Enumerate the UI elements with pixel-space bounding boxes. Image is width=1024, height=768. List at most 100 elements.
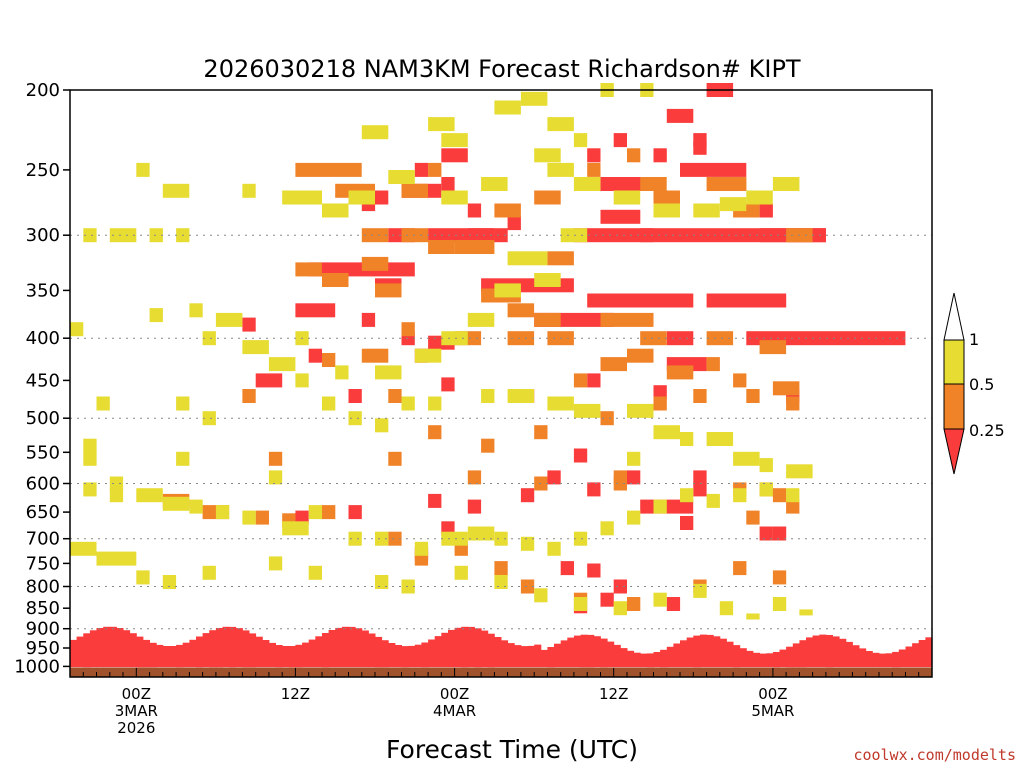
heatmap-cell-orange	[666, 365, 694, 380]
heatmap-cell-red	[693, 635, 701, 668]
heatmap-cell-yellow	[441, 331, 468, 346]
heatmap-cell-red	[587, 482, 601, 497]
heatmap-cell-yellow	[613, 190, 641, 205]
heatmap-cell-red	[680, 162, 747, 177]
color-legend: 1 0.5 0.25	[943, 292, 1005, 475]
heatmap-cell-red	[613, 579, 627, 594]
heatmap-cell-red	[295, 510, 309, 525]
heatmap-cell-red	[222, 626, 230, 668]
legend-swatch-white	[943, 292, 965, 341]
heatmap-cell-orange	[322, 273, 349, 287]
heatmap-cell-red	[348, 626, 356, 668]
heatmap-cell-yellow	[759, 482, 773, 497]
heatmap-cell-yellow	[573, 177, 601, 191]
heatmap-cell-red	[806, 637, 814, 668]
heatmap-cell-orange	[772, 570, 787, 585]
heatmap-cell-yellow	[96, 396, 110, 411]
heatmap-cell-red	[235, 628, 243, 668]
heatmap-cell-yellow	[348, 190, 375, 205]
heatmap-cell-orange	[507, 303, 535, 318]
heatmap-cell-red	[328, 630, 336, 668]
heatmap-cell-yellow	[507, 251, 548, 266]
heatmap-cell-orange	[547, 251, 574, 266]
heatmap-cell-yellow	[83, 228, 97, 243]
heatmap-cell-red	[467, 203, 482, 218]
heatmap-cell-orange	[534, 190, 561, 205]
y-tick-label: 200	[26, 80, 60, 101]
heatmap-cell-orange	[388, 389, 402, 403]
heatmap-cell-red	[726, 641, 734, 668]
heatmap-cell-orange	[428, 425, 442, 440]
heatmap-cell-red	[288, 646, 296, 668]
heatmap-cell-yellow	[534, 148, 561, 163]
legend-swatch-orange	[943, 383, 965, 430]
heatmap-cell-yellow	[202, 411, 216, 426]
heatmap-cell-yellow	[149, 228, 163, 243]
heatmap-cell-red	[149, 642, 157, 668]
heatmap-cell-red	[925, 637, 933, 668]
y-tick-label: 900	[26, 619, 60, 640]
heatmap-cell-yellow	[388, 170, 415, 184]
y-tick-label: 300	[26, 225, 60, 246]
heatmap-cell-yellow	[507, 389, 535, 403]
heatmap-cell-yellow	[481, 177, 508, 191]
heatmap-cell-yellow	[481, 389, 495, 403]
heatmap-cell-red	[302, 642, 310, 668]
heatmap-cell-red	[587, 293, 694, 308]
heatmap-cell-red	[196, 636, 204, 668]
heatmap-cell-red	[83, 633, 91, 668]
heatmap-cell-yellow	[109, 476, 124, 491]
heatmap-cell-yellow	[322, 203, 349, 218]
heatmap-cell-orange	[322, 505, 336, 520]
heatmap-cell-red	[142, 639, 150, 668]
heatmap-cell-red	[428, 639, 436, 668]
heatmap-cell-yellow	[335, 365, 349, 380]
heatmap-cell-red	[428, 493, 442, 508]
y-tick-label: 500	[26, 408, 60, 429]
heatmap-cell-yellow	[189, 499, 203, 514]
heatmap-cell-yellow	[653, 425, 680, 440]
heatmap-cell-red	[547, 470, 561, 485]
heatmap-cell-red	[448, 629, 456, 668]
heatmap-cell-red	[361, 312, 376, 327]
heatmap-cell-yellow	[414, 541, 429, 556]
heatmap-cell-yellow	[202, 331, 216, 346]
heatmap-cell-yellow	[215, 505, 230, 520]
heatmap-cell-orange	[454, 240, 495, 254]
heatmap-cell-red	[421, 642, 429, 668]
y-tick-label: 600	[26, 474, 60, 495]
heatmap-cell-red	[169, 646, 177, 668]
heatmap-cell-orange	[600, 357, 627, 372]
heatmap-cell-red	[481, 228, 495, 243]
heatmap-cell-red	[249, 633, 257, 668]
heatmap-cell-yellow	[441, 190, 468, 205]
heatmap-cell-red	[322, 633, 330, 668]
x-tick-label: 12Z	[599, 685, 628, 703]
heatmap-cell-red	[660, 649, 668, 668]
heatmap-cell-orange	[786, 396, 800, 411]
heatmap-cell-red	[136, 636, 144, 668]
y-tick-label: 250	[26, 160, 60, 181]
heatmap-cell-red	[401, 646, 409, 668]
heatmap-cell-orange	[467, 470, 482, 485]
heatmap-cell-orange	[627, 148, 641, 163]
heatmap-cell-yellow	[109, 488, 124, 503]
heatmap-cell-yellow	[534, 273, 561, 287]
heatmap-cell-orange	[375, 283, 402, 298]
heatmap-cell-yellow	[494, 100, 521, 115]
heatmap-cell-red	[706, 293, 787, 308]
heatmap-cell-yellow	[308, 565, 322, 580]
heatmap-cell-red	[375, 636, 383, 668]
heatmap-cell-red	[799, 640, 807, 668]
heatmap-cell-yellow	[786, 464, 813, 479]
heatmap-cell-orange	[772, 381, 800, 396]
heatmap-cell-yellow	[520, 536, 535, 551]
heatmap-cell-orange	[706, 177, 747, 191]
heatmap-cell-red	[215, 628, 223, 668]
heatmap-cell-yellow	[242, 510, 256, 525]
heatmap-cell-red	[607, 641, 615, 668]
heatmap-cell-yellow	[361, 125, 389, 140]
heatmap-cell-red	[554, 643, 562, 668]
heatmap-cell-red	[587, 634, 595, 668]
heatmap-cell-yellow	[573, 403, 601, 418]
